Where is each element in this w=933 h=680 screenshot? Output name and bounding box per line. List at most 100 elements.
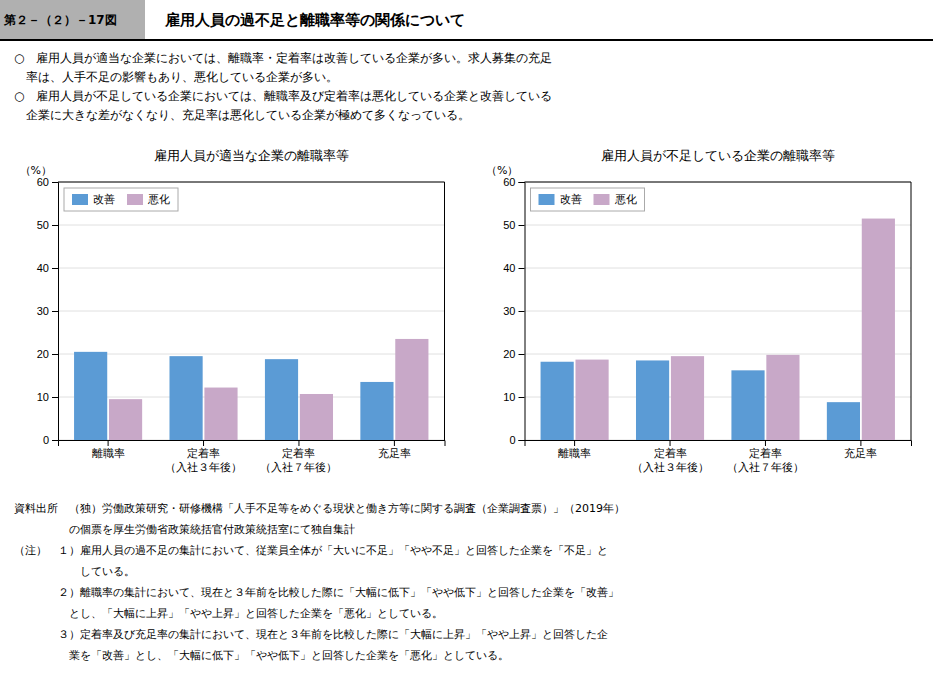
chart-title: 雇用人員が不足している企業の離職率等 — [601, 148, 835, 163]
x-tick: 充足率 — [378, 440, 411, 459]
y-tick-mark — [52, 311, 58, 312]
y-tick-mark — [519, 268, 525, 269]
y-tick: 10 — [37, 391, 58, 403]
x-tick-label: 離職率 — [92, 447, 125, 459]
note-text: している。 — [14, 565, 135, 578]
header-label-box — [0, 0, 145, 40]
legend: 改善悪化 — [64, 188, 178, 211]
x-tick-mark — [860, 440, 861, 446]
bar — [862, 219, 895, 440]
y-tick: 0 — [43, 434, 58, 446]
grid-line — [58, 354, 445, 355]
chart-title: 雇用人員が適当な企業の離職率等 — [154, 148, 349, 163]
notes: 資料出所 （独）労働政策研究・研修機構「人手不足等をめぐる現状と働き方等に関する… — [14, 502, 625, 662]
bar — [395, 339, 428, 440]
x-tick: 充足率 — [844, 440, 877, 459]
page: 第２－（２）－17図 雇用人員の過不足と離職率等の関係について ○ 雇用人員が適当… — [0, 0, 933, 680]
y-tick-label: 20 — [37, 348, 49, 360]
bar — [360, 382, 393, 440]
y-tick-label: 60 — [37, 176, 49, 188]
bar — [204, 388, 237, 440]
y-tick: 60 — [37, 176, 58, 188]
x-tick-label: 定着率（入社７年後） — [260, 447, 337, 473]
legend-box — [64, 188, 178, 211]
y-tick-mark — [52, 397, 58, 398]
x-tick-mark — [670, 440, 671, 446]
frame-top — [58, 182, 445, 183]
y-tick-mark — [52, 182, 58, 183]
note-text: とし、「大幅に上昇」「やや上昇」と回答した企業を「悪化」としている。 — [14, 607, 443, 620]
y-tick-label: 40 — [503, 262, 515, 274]
y-tick-mark — [52, 225, 58, 226]
legend-label: 改善 — [560, 193, 582, 206]
grid — [525, 182, 912, 440]
y-tick-mark — [519, 397, 525, 398]
x-tick-mark — [394, 440, 395, 446]
x-tick-label: 離職率 — [558, 447, 591, 459]
bar — [109, 399, 142, 440]
grid-line — [525, 225, 912, 226]
frame-top — [525, 182, 912, 183]
y-tick-mark — [52, 440, 58, 441]
legend-swatch — [127, 194, 143, 205]
frame-right — [911, 182, 912, 440]
y-tick-label: 10 — [503, 391, 515, 403]
y-tick-label: 50 — [37, 219, 49, 231]
bullet-text: ○ 雇用人員が不足している企業においては、離職率及び定着率は悪化している企業と改… — [14, 89, 552, 103]
y-tick-mark — [519, 311, 525, 312]
y-tick-label: 30 — [37, 305, 49, 317]
header: 第２－（２）－17図 雇用人員の過不足と離職率等の関係について — [0, 0, 933, 40]
legend: 改善 悪化 — [531, 188, 645, 211]
bar — [265, 359, 298, 440]
legend-label: 悪化 — [614, 193, 637, 206]
x-tick: 定着率（入社３年後） — [632, 440, 709, 473]
y-tick: 60 — [503, 176, 524, 188]
x-tick: 定着率（入社７年後） — [727, 440, 804, 473]
grid-line — [58, 225, 445, 226]
grid — [58, 182, 445, 440]
y-tick: 30 — [37, 305, 58, 317]
note-text: ２）離職率の集計において、現在と３年前を比較した際に「大幅に低下」「やや低下」と… — [14, 586, 619, 599]
frame-right — [444, 182, 445, 440]
header-title: 雇用人員の過不足と離職率等の関係について — [150, 11, 465, 29]
grid-line — [525, 268, 912, 269]
y-tick-mark — [52, 268, 58, 269]
grid-line — [525, 354, 912, 355]
bar — [731, 370, 764, 440]
legend-swatch — [539, 194, 555, 205]
x-tick: 離職率 — [558, 440, 591, 459]
y-tick-label: 40 — [37, 262, 49, 274]
bullet-text: 企業に大きな差がなくなり、充足率は悪化している企業が極めて多くなっている。 — [14, 108, 470, 122]
y-tick-mark — [519, 182, 525, 183]
y-tick-mark — [52, 354, 58, 355]
x-axis: 離職率定着率（入社３年後）定着率（入社７年後）充足率 — [59, 440, 446, 473]
bars — [74, 339, 428, 440]
header-label: 第２－（２）－17図 — [3, 13, 117, 27]
y-tick-mark — [519, 354, 525, 355]
y-axis-line — [52, 183, 59, 441]
x-tick-mark — [298, 440, 299, 446]
y-axis: 0 10 20 30 40 50 60 — [37, 176, 59, 446]
x-tick-label: 定着率（入社７年後） — [727, 447, 804, 473]
x-tick-mark — [765, 440, 766, 446]
x-tick-label: 充足率 — [844, 447, 877, 459]
y-tick: 50 — [37, 219, 58, 231]
legend-swatch — [72, 194, 88, 205]
legend-label: 改善 — [93, 193, 115, 206]
bar — [671, 356, 704, 440]
bar — [766, 355, 799, 440]
bar — [827, 402, 860, 440]
x-axis-line — [59, 441, 446, 447]
y-tick: 30 — [503, 305, 524, 317]
bullets: ○ 雇用人員が適当な企業においては、離職率・定着率は改善している企業が多い。求人… — [14, 51, 552, 122]
y-axis: 0102030405060 — [503, 176, 525, 446]
bar — [300, 394, 333, 440]
x-tick-label: 定着率（入社３年後） — [632, 447, 709, 473]
y-axis-line — [519, 183, 526, 441]
x-tick-mark — [108, 440, 109, 446]
x-tick: 定着率（入社７年後） — [260, 440, 337, 473]
y-tick-label: 50 — [503, 219, 515, 231]
grid-line — [525, 311, 912, 312]
y-axis-label: （%） — [20, 164, 52, 177]
y-tick-label: 0 — [43, 434, 49, 446]
